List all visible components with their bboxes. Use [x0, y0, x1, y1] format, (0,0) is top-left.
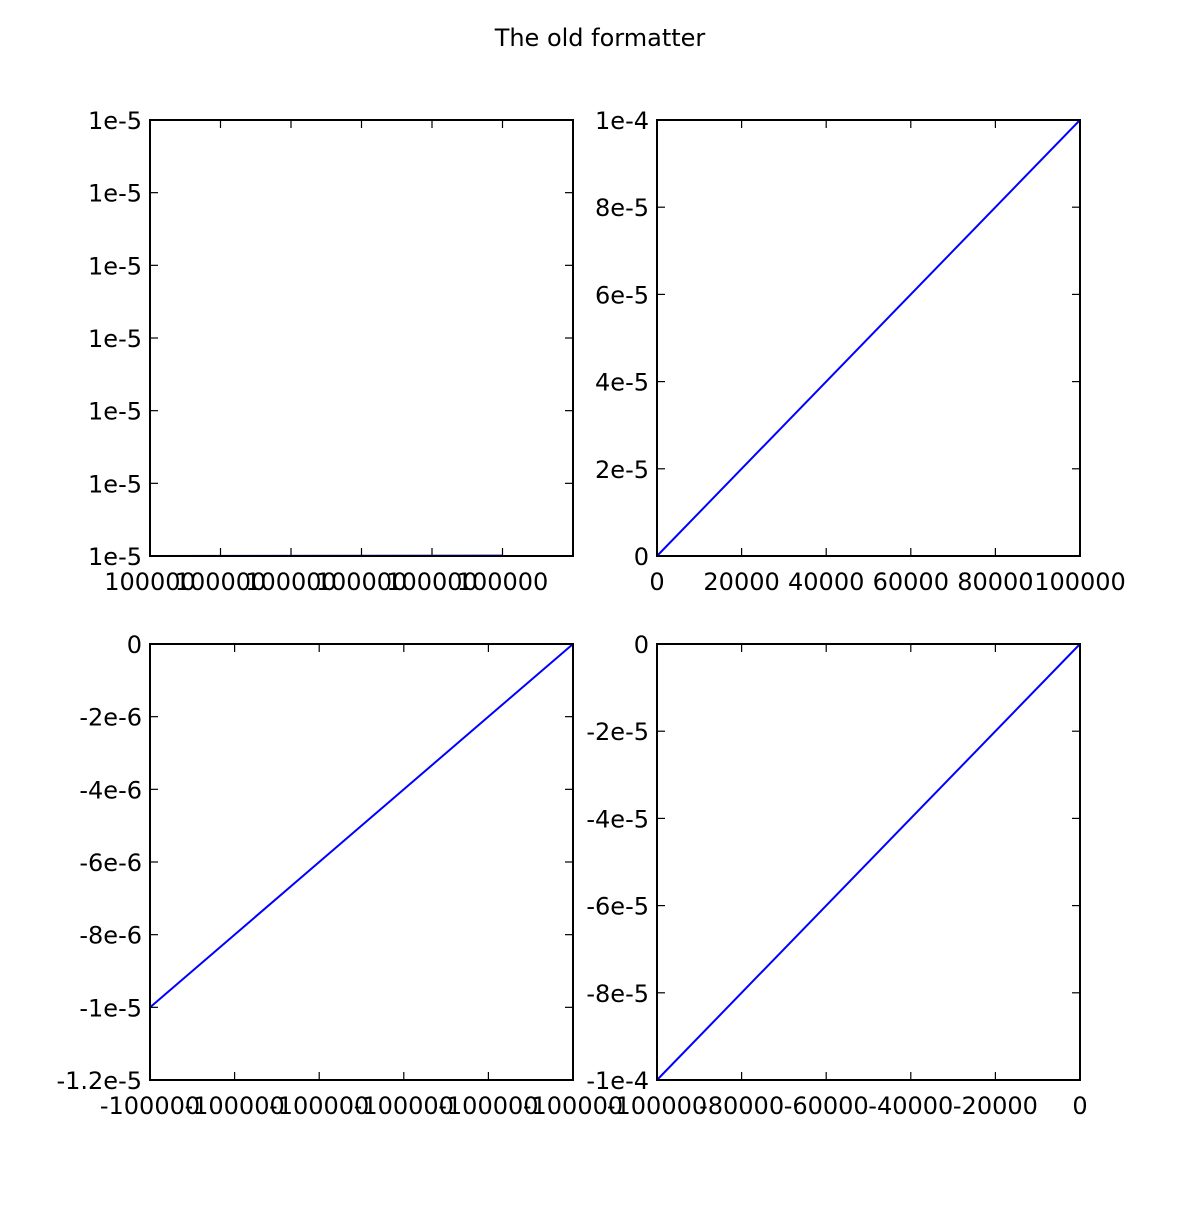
series-line-1 [657, 644, 1080, 1080]
y-tick-label: -1.2e-5 [56, 1067, 142, 1095]
y-tick-label: 1e-5 [88, 325, 142, 353]
x-tick-label: -60000 [784, 1092, 869, 1120]
y-tick-label: -2e-6 [79, 704, 142, 732]
x-tick-label: 20000 [703, 568, 779, 596]
y-tick-label: 1e-5 [88, 107, 142, 135]
y-tick-label: -1e-5 [79, 994, 142, 1022]
y-tick-label: -4e-6 [79, 776, 142, 804]
y-tick-label: -1e-4 [586, 1067, 649, 1095]
y-tick-label: -8e-5 [586, 980, 649, 1008]
y-tick-label: 1e-5 [88, 180, 142, 208]
y-tick-label: 4e-5 [595, 369, 649, 397]
x-tick-label: 0 [1072, 1092, 1087, 1120]
y-tick-label: 0 [127, 631, 142, 659]
y-tick-label: 0 [634, 631, 649, 659]
y-tick-label: -6e-6 [79, 849, 142, 877]
y-tick-label: -6e-5 [586, 893, 649, 921]
y-tick-label: -2e-5 [586, 718, 649, 746]
y-tick-label: -8e-6 [79, 922, 142, 950]
y-tick-label: 1e-5 [88, 252, 142, 280]
axes-frame [150, 644, 573, 1080]
x-tick-label: 60000 [873, 568, 949, 596]
y-tick-label: 0 [634, 543, 649, 571]
y-tick-label: 1e-5 [88, 543, 142, 571]
y-tick-label: 1e-5 [88, 398, 142, 426]
y-tick-label: 1e-4 [595, 107, 649, 135]
x-tick-label: 80000 [957, 568, 1033, 596]
y-tick-label: 6e-5 [595, 281, 649, 309]
x-tick-label: -80000 [699, 1092, 784, 1120]
series-line-1 [150, 644, 573, 1007]
axes-frame [150, 120, 573, 556]
figure-title: The old formatter [0, 24, 1200, 52]
subplot-3: -100000-100000-100000-100000-100000-1000… [56, 631, 623, 1120]
y-tick-label: 8e-5 [595, 194, 649, 222]
y-tick-label: 1e-5 [88, 470, 142, 498]
x-tick-label: -20000 [953, 1092, 1038, 1120]
y-tick-label: 2e-5 [595, 456, 649, 484]
x-tick-label: 100000 [1034, 568, 1126, 596]
y-tick-label: -4e-5 [586, 805, 649, 833]
subplot-1: 1000001000001000001000001000001000001e-5… [88, 107, 573, 596]
x-tick-label: 0 [649, 568, 664, 596]
series-line-1 [657, 120, 1080, 556]
x-tick-label: -40000 [868, 1092, 953, 1120]
subplot-4: -100000-80000-60000-40000-20000 0 -1e-4 -8e… [586, 631, 1087, 1120]
x-tick-label: 100000 [457, 568, 549, 596]
x-tick-label: -100000 [607, 1092, 707, 1120]
x-tick-label: 40000 [788, 568, 864, 596]
